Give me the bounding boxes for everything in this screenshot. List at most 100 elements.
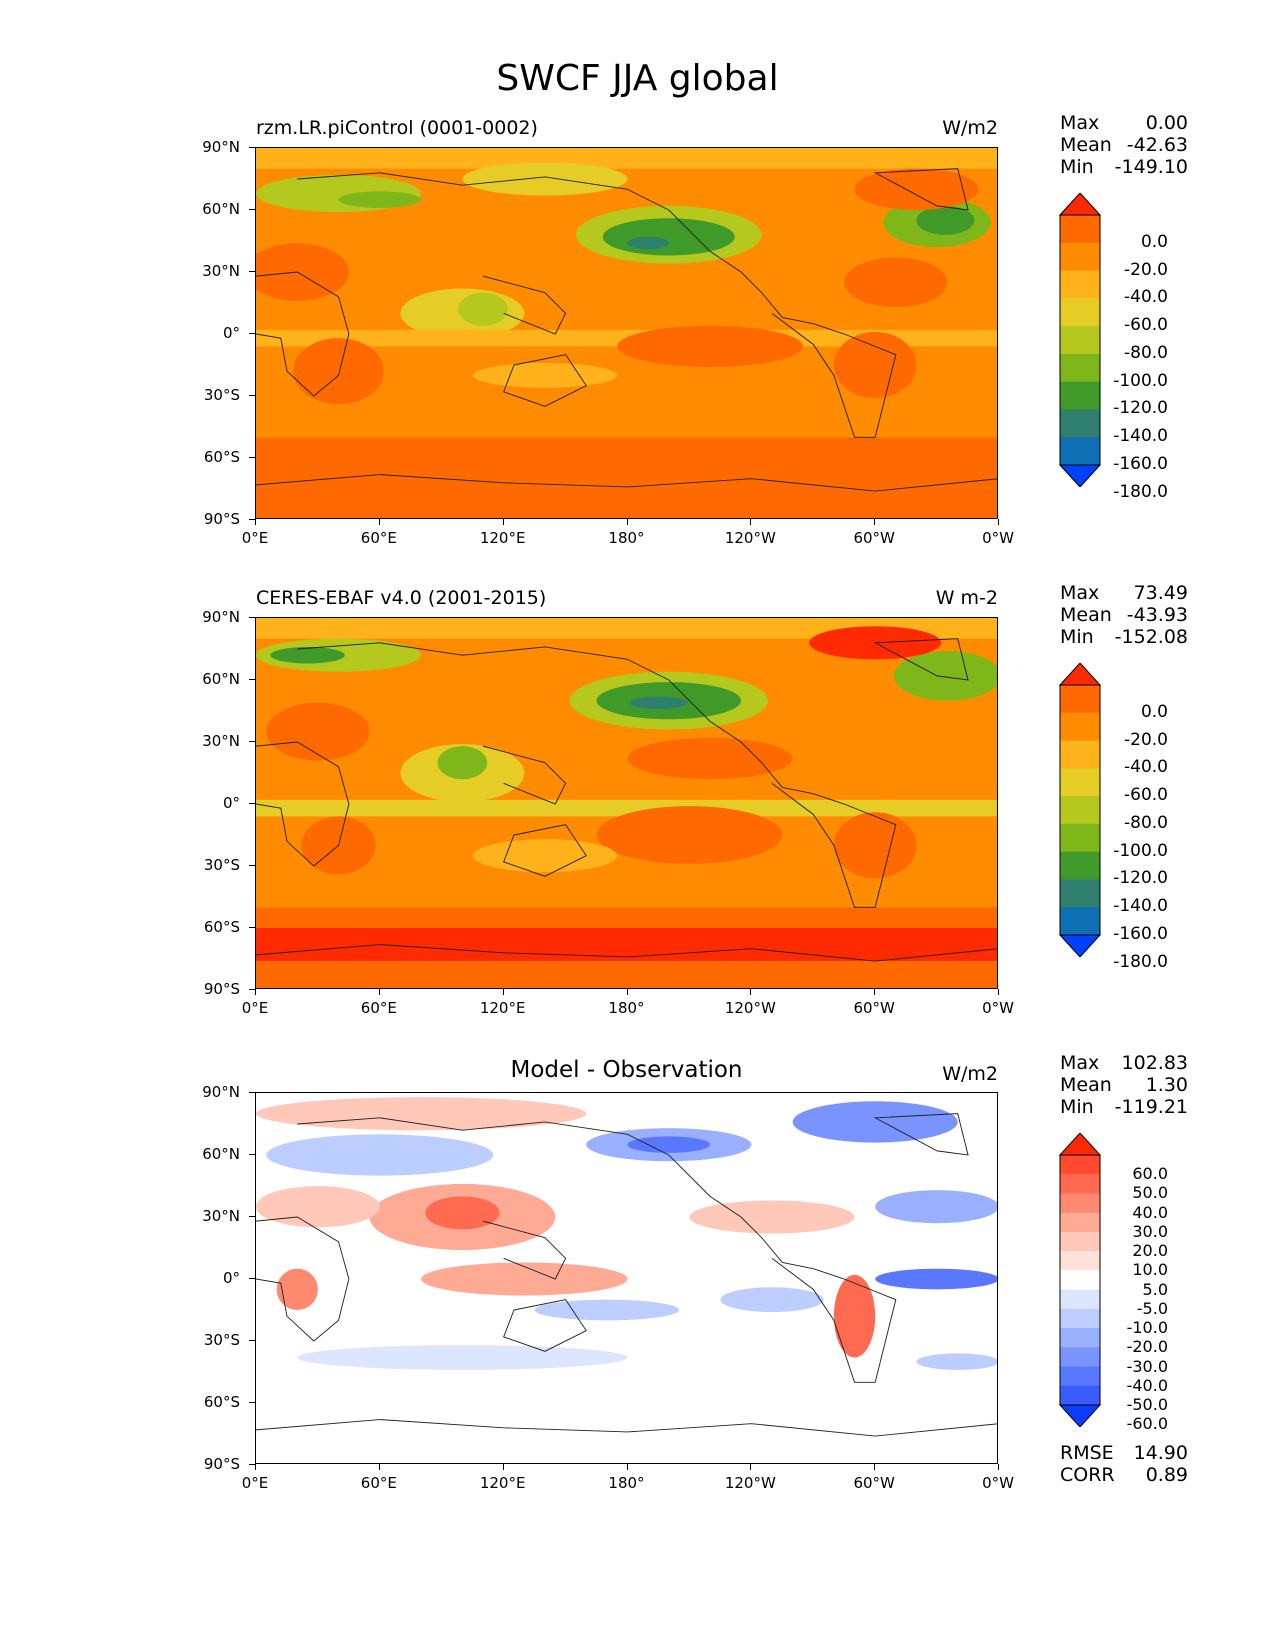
lat-tick-mark: [249, 1464, 255, 1465]
colorbar-tick-label: -180.0: [1113, 481, 1168, 502]
lat-tick-mark: [249, 457, 255, 458]
colorbar-tick-label: -120.0: [1113, 398, 1168, 419]
stat-max-label: Max: [1060, 1052, 1100, 1074]
lat-tick-label: 90°S: [203, 980, 240, 998]
lat-tick-mark: [249, 333, 255, 334]
lon-tick-label: 0°W: [982, 1474, 1014, 1492]
colorbar-segment: [1060, 326, 1100, 355]
lon-tick-label: 60°E: [360, 1474, 397, 1492]
stat-corr-value: 0.89: [1145, 1464, 1188, 1486]
colorbar-segment: [1060, 740, 1100, 769]
colorbar-tick-label: 40.0: [1132, 1202, 1168, 1222]
colorbar-tick-label: -50.0: [1126, 1395, 1168, 1414]
lat-tick-label: 0°: [222, 794, 240, 812]
stat-max-value: 73.49: [1133, 582, 1188, 604]
colorbar-segment: [1060, 1289, 1100, 1310]
lat-tick-mark: [249, 1340, 255, 1341]
colorbar-tick-label: -100.0: [1113, 370, 1168, 391]
colorbar-tick-label: -180.0: [1113, 951, 1168, 972]
lat-tick-label: 0°: [222, 1269, 240, 1287]
panel-2-units: W m-2: [935, 587, 998, 609]
lat-tick-mark: [249, 1278, 255, 1279]
lat-tick-mark: [249, 679, 255, 680]
colorbar-tick-label: 30.0: [1132, 1221, 1168, 1241]
colorbar-tick-label: -40.0: [1124, 287, 1168, 308]
lat-tick-label: 60°S: [203, 1393, 240, 1411]
colorbar-tick-label: -30.0: [1126, 1356, 1168, 1376]
colorbar-tick-label: -20.0: [1126, 1337, 1168, 1357]
stat-mean-label: Mean: [1060, 1074, 1112, 1096]
colorbar-tick-label: -100.0: [1113, 840, 1168, 861]
lon-tick-label: 180°: [608, 1474, 645, 1492]
lat-tick-mark: [249, 209, 255, 210]
colorbar-tick-label: -40.0: [1124, 757, 1168, 778]
panel-1-map: [255, 147, 998, 519]
colorbar-tick-label: 20.0: [1132, 1241, 1168, 1261]
stat-max-value: 102.83: [1121, 1052, 1188, 1074]
colorbar-segment: [1060, 879, 1100, 908]
colorbar-segment: [1060, 381, 1100, 410]
lat-tick-mark: [249, 865, 255, 866]
colorbar-segment: [1060, 1174, 1100, 1194]
colorbar-outline: [1059, 684, 1101, 936]
colorbar-segment: [1060, 1212, 1100, 1233]
stat-mean-value: -42.63: [1126, 134, 1188, 156]
lon-tick-label: 60°W: [853, 529, 895, 547]
colorbar-segment: [1060, 270, 1100, 299]
colorbar-tick-label: 0.0: [1140, 701, 1168, 722]
lon-tick-mark: [626, 989, 628, 995]
lon-tick-mark: [874, 1464, 876, 1470]
lon-tick-label: 120°E: [479, 529, 526, 547]
lon-tick-label: 180°: [608, 529, 645, 547]
panel-3-extra-stats: RMSE 14.90 CORR 0.89: [1060, 1442, 1188, 1486]
colorbar-tick-label: -60.0: [1124, 785, 1168, 806]
lat-tick-label: 60°S: [203, 448, 240, 466]
colorbar-segment: [1060, 1231, 1100, 1252]
colorbar-tick-label: -140.0: [1113, 426, 1168, 447]
colorbar-extend-top: [1058, 1133, 1102, 1156]
figure-title: SWCF JJA global: [496, 58, 779, 99]
colorbar-segment: [1060, 1385, 1100, 1406]
lon-tick-mark: [378, 1464, 380, 1470]
colorbar-extend-bottom: [1058, 1404, 1102, 1427]
lat-tick-mark: [249, 741, 255, 742]
lat-tick-mark: [249, 1154, 255, 1155]
colorbar-segment: [1060, 437, 1100, 466]
panel-1-left-label: rzm.LR.piControl (0001-0002): [256, 117, 538, 139]
lon-tick-mark: [750, 989, 752, 995]
panel-3-map: [255, 1092, 998, 1464]
lat-tick-mark: [249, 1092, 255, 1093]
panel-3-stats: Max 102.83 Mean 1.30 Min -119.21: [1060, 1052, 1188, 1118]
lon-tick-mark: [378, 989, 380, 995]
stat-max-value: 0.00: [1145, 112, 1188, 134]
lon-tick-label: 60°W: [853, 1474, 895, 1492]
colorbar-segment: [1060, 353, 1100, 383]
lon-tick-mark: [378, 519, 380, 525]
lon-tick-label: 60°E: [360, 999, 397, 1017]
stat-min-value: -119.21: [1114, 1096, 1188, 1118]
stat-min-value: -152.08: [1114, 626, 1188, 648]
stat-min-label: Min: [1060, 626, 1094, 648]
lat-tick-label: 90°N: [202, 608, 240, 626]
colorbar-tick-label: -40.0: [1126, 1375, 1168, 1395]
panel-2-left-label: CERES-EBAF v4.0 (2001-2015): [256, 587, 547, 609]
colorbar-segment: [1060, 1308, 1100, 1329]
stat-rmse-label: RMSE: [1060, 1442, 1114, 1464]
lon-tick-mark: [874, 519, 876, 525]
panel-1-units: W/m2: [942, 117, 998, 139]
lat-tick-label: 90°N: [202, 1083, 240, 1101]
colorbar-segment: [1060, 1347, 1100, 1368]
lon-tick-label: 120°W: [724, 529, 776, 547]
colorbar-extend-top: [1058, 193, 1102, 216]
colorbar-segment: [1060, 685, 1100, 714]
lat-tick-label: 90°N: [202, 138, 240, 156]
colorbar-segment: [1060, 1193, 1100, 1214]
stat-mean-value: -43.93: [1126, 604, 1188, 626]
lon-tick-label: 60°W: [853, 999, 895, 1017]
panel-3-units: W/m2: [942, 1063, 998, 1085]
lon-tick-label: 120°W: [724, 999, 776, 1017]
colorbar-segment: [1060, 242, 1100, 272]
lat-tick-label: 60°N: [202, 200, 240, 218]
colorbar-segment: [1060, 1155, 1100, 1175]
panel-3-field: [256, 1093, 997, 1463]
